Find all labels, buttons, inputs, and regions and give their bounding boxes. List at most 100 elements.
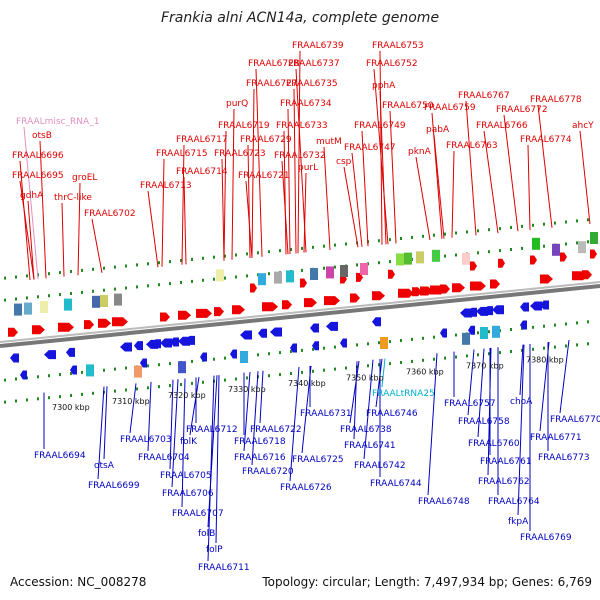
- tick-mark: [59, 293, 61, 297]
- bottom-leader-line: [207, 375, 215, 562]
- forward-gene-arrow: [356, 272, 363, 282]
- annotation-block: [258, 273, 266, 286]
- tick-mark: [279, 351, 281, 355]
- bottom-gene-label: FRAAL6773: [538, 453, 590, 463]
- tick-mark: [488, 352, 490, 356]
- top-gene-label: purQ: [226, 99, 248, 109]
- tick-mark: [389, 340, 391, 344]
- annotation-block: [404, 252, 412, 265]
- tick-mark: [345, 242, 347, 246]
- top-gene-label: FRAAL6721: [238, 171, 290, 181]
- bottom-gene-label: FRAAL6769: [520, 533, 572, 543]
- top-gene-label: csp: [336, 157, 352, 167]
- reverse-gene-arrow: [312, 341, 319, 351]
- tick-mark: [114, 287, 116, 291]
- tick-mark: [323, 266, 325, 270]
- kbp-tick-label: 7370 kbp: [466, 361, 504, 370]
- kbp-tick-label: 7350 kbp: [346, 373, 384, 382]
- forward-gene-arrow: [490, 279, 500, 289]
- annotation-block: [532, 237, 540, 250]
- top-leader-line: [231, 108, 235, 260]
- bottom-leader-line: [349, 361, 360, 424]
- tick-mark: [301, 370, 303, 374]
- tick-mark: [257, 251, 259, 255]
- tick-mark: [521, 224, 523, 228]
- forward-gene-arrow: [350, 293, 360, 303]
- tick-mark: [301, 246, 303, 250]
- tick-mark: [158, 261, 160, 265]
- top-gene-label: FRAAL6734: [280, 99, 332, 109]
- top-gene-label: FRAAL6753: [372, 41, 424, 51]
- tick-mark: [433, 357, 435, 361]
- bottom-gene-label: folP: [206, 545, 223, 555]
- reverse-gene-arrow: [540, 300, 549, 310]
- tick-mark: [125, 264, 127, 268]
- bottom-leader-line: [189, 377, 200, 436]
- tick-mark: [576, 321, 578, 325]
- top-gene-label: FRAAL6715: [156, 149, 208, 159]
- forward-gene-arrow: [560, 252, 567, 262]
- tick-mark: [477, 353, 479, 357]
- reverse-gene-arrow: [270, 327, 282, 337]
- tick-mark: [422, 336, 424, 340]
- top-gene-label: FRAAL6695: [12, 171, 64, 181]
- tick-mark: [180, 383, 182, 386]
- forward-gene-arrow: [324, 296, 340, 306]
- reverse-gene-arrow: [372, 317, 381, 327]
- bottom-leader-line: [181, 378, 186, 508]
- tick-mark: [587, 320, 589, 324]
- bottom-gene-label: FRAAL6764: [488, 497, 540, 507]
- tick-mark: [565, 322, 567, 326]
- top-gene-label: FRAAL6732: [274, 151, 326, 161]
- tick-mark: [70, 372, 72, 375]
- tick-mark: [378, 341, 380, 345]
- bottom-leader-line: [559, 340, 570, 414]
- top-leader-line: [379, 90, 387, 245]
- tick-mark: [147, 364, 149, 368]
- tick-mark: [554, 221, 556, 225]
- reverse-gene-arrow: [468, 307, 477, 317]
- annotation-block: [480, 327, 488, 339]
- top-leader-line: [91, 218, 103, 273]
- tick-mark: [510, 226, 512, 229]
- tick-mark: [411, 337, 413, 341]
- tick-mark: [455, 253, 457, 257]
- forward-gene-arrow: [8, 327, 18, 337]
- top-gene-label: FRAAL6759: [424, 103, 476, 113]
- tick-mark: [235, 377, 237, 381]
- reverse-gene-arrow: [160, 338, 172, 348]
- forward-gene-arrow: [372, 291, 385, 301]
- tick-mark: [521, 348, 523, 352]
- map-title: Frankia alni ACN14a, complete genome: [160, 10, 440, 26]
- tick-mark: [136, 387, 138, 391]
- top-gene-label: FRAAL6772: [496, 105, 548, 115]
- top-gene-label: FRAALmisc_RNA_1: [16, 117, 99, 127]
- annotation-block: [462, 252, 470, 265]
- annotation-block: [86, 364, 94, 377]
- top-gene-label: FRAAL6766: [476, 121, 528, 131]
- top-gene-label: FRAAL6735: [286, 79, 338, 89]
- bottom-leader-line: [477, 348, 485, 438]
- top-gene-label: FRAAL6749: [354, 121, 406, 131]
- tick-mark: [213, 277, 215, 281]
- top-leader-line: [379, 50, 383, 245]
- bottom-leader-line: [97, 386, 105, 480]
- tick-mark: [81, 392, 83, 396]
- top-gene-label: thrC-like: [54, 193, 92, 203]
- tick-mark: [323, 368, 325, 372]
- tick-mark: [422, 234, 424, 238]
- top-gene-label: FRAAL6702: [84, 209, 136, 219]
- top-gene-label: pabA: [426, 125, 450, 135]
- top-gene-label: FRAAL6752: [366, 59, 418, 69]
- forward-gene-arrow: [412, 287, 422, 297]
- reverse-gene-arrow: [230, 349, 237, 359]
- bottom-gene-label: folK: [180, 437, 198, 447]
- feature-layer: [8, 232, 598, 380]
- bottom-leader-line: [375, 358, 383, 408]
- reverse-gene-arrow: [170, 337, 179, 347]
- tick-mark: [510, 248, 512, 251]
- tick-mark: [268, 272, 270, 276]
- reverse-gene-arrow: [152, 339, 161, 349]
- tick-mark: [26, 398, 28, 402]
